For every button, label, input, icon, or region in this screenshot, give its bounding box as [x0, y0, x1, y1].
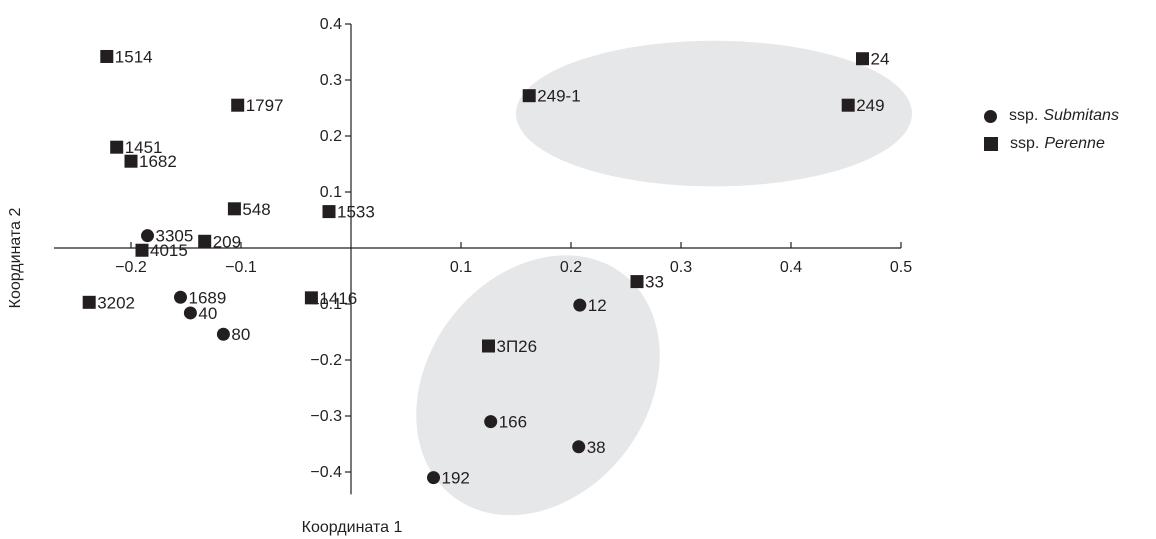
data-point-label: 249-1 — [537, 87, 580, 106]
square-marker-icon — [984, 137, 998, 151]
circle-marker-icon — [984, 109, 997, 123]
data-point-circle — [572, 440, 586, 454]
y-tick-label: −0.2 — [310, 352, 342, 369]
x-tick-label: −0.2 — [115, 259, 147, 276]
data-point-label: 40 — [198, 304, 217, 323]
data-point-label: 1416 — [319, 289, 357, 308]
data-point-circle — [484, 415, 498, 429]
data-point-label: 1451 — [125, 138, 163, 157]
y-tick-label: 0.1 — [320, 184, 342, 201]
cluster-highlights — [416, 40, 912, 516]
x-tick-label: −0.1 — [225, 259, 257, 276]
data-point-circle — [183, 306, 197, 320]
data-point-label: 24 — [871, 50, 890, 69]
y-tick-label: 0.4 — [320, 16, 342, 33]
data-point-label: 1533 — [337, 203, 375, 222]
legend-item-perenne: ssp. Perenne — [984, 130, 1119, 158]
data-point-square — [482, 339, 495, 353]
cluster-ellipse — [516, 40, 912, 187]
data-point-square — [124, 154, 138, 168]
legend-prefix: ssp. — [1010, 135, 1040, 152]
legend-prefix: ssp. — [1009, 107, 1039, 124]
y-axis-ticks: 0.4 0.3 0.2 0.1 −0.1 −0.2 −0.3 −0.4 — [310, 16, 351, 481]
x-axis-title: Координата 1 — [302, 519, 403, 536]
data-point-label: 1689 — [189, 288, 227, 307]
x-tick-label: 0.1 — [450, 259, 472, 276]
x-axis-ticks: −0.2 −0.1 0.1 0.2 0.3 0.4 0.5 — [115, 242, 912, 276]
y-tick-label: −0.4 — [310, 464, 342, 481]
x-tick-label: 0.5 — [890, 259, 912, 276]
data-point-square — [856, 52, 869, 66]
legend-series-name: Submitans — [1043, 107, 1119, 124]
data-point-square — [630, 275, 644, 289]
data-point-square — [322, 205, 336, 219]
data-point-square — [135, 243, 149, 257]
data-point-square — [522, 89, 536, 103]
data-point-label: 3202 — [97, 293, 135, 312]
data-point-label: 1797 — [246, 96, 284, 115]
data-point-square — [100, 49, 114, 63]
legend-item-submitans: ssp. Submitans — [984, 102, 1119, 130]
data-point-label: 33 — [645, 273, 664, 292]
data-point-square — [227, 202, 241, 216]
y-tick-label: 0.3 — [320, 72, 342, 89]
data-point-label: 3П26 — [497, 337, 538, 356]
data-point-label: 4015 — [150, 241, 188, 260]
legend-series-name: Perenne — [1044, 135, 1105, 152]
data-point-label: 1514 — [115, 47, 153, 66]
y-tick-label: −0.1 — [310, 296, 342, 313]
data-point-label: 1682 — [139, 152, 177, 171]
x-tick-label: 0.3 — [670, 259, 692, 276]
data-point-circle — [141, 229, 154, 243]
y-tick-label: −0.3 — [310, 408, 342, 425]
x-tick-label: 0.4 — [780, 259, 802, 276]
data-point-label: 3305 — [156, 227, 194, 246]
data-point-label: 80 — [231, 325, 250, 344]
x-tick-label: 0.2 — [560, 259, 582, 276]
y-axis-title: Координата 2 — [7, 208, 24, 309]
data-point-square — [841, 98, 855, 112]
data-point-circle — [427, 471, 440, 485]
data-point-square — [110, 140, 124, 154]
data-point-square — [231, 98, 245, 112]
data-point-square — [304, 291, 318, 305]
legend: ssp. Submitans ssp. Perenne — [984, 102, 1119, 158]
data-point-circle — [174, 290, 187, 304]
y-tick-label: 0.2 — [320, 128, 342, 145]
data-point-label: 166 — [499, 413, 527, 432]
data-point-label: 209 — [213, 232, 241, 251]
data-point-label: 38 — [587, 438, 606, 457]
data-point-circle — [216, 327, 230, 341]
data-point-label: 12 — [588, 296, 607, 315]
data-point-label: 249 — [856, 96, 884, 115]
data-point-square — [82, 295, 96, 309]
data-point-label: 548 — [242, 200, 270, 219]
data-point-square — [198, 234, 212, 248]
data-point-circle — [573, 298, 587, 312]
cluster-ellipse — [416, 255, 660, 516]
data-point-label: 192 — [442, 469, 470, 488]
